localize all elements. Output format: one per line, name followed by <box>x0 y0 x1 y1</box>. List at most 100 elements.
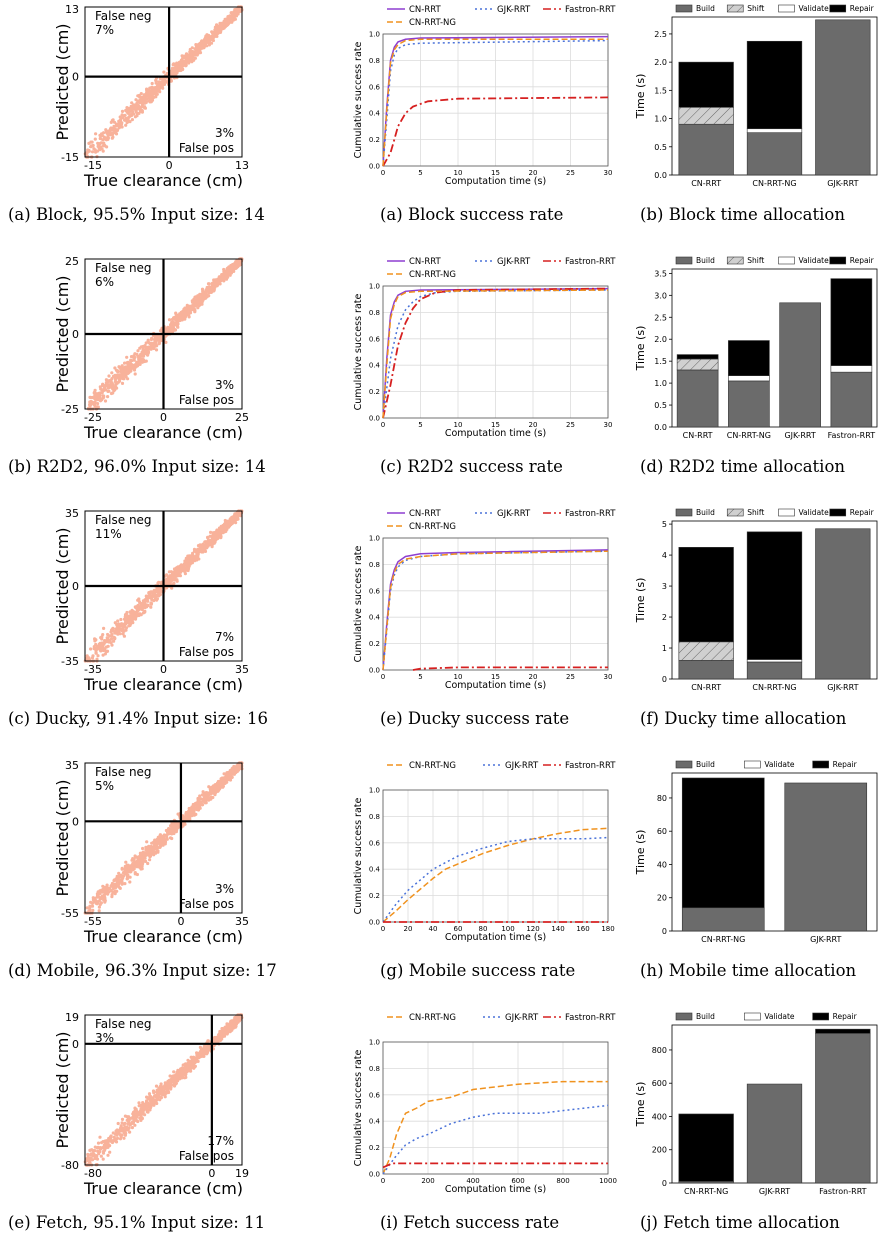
success-panel-5: 0 200 400 600 800 10000.00.20.40.60.81.0CN-RR… <box>353 1013 617 1232</box>
scatter-point <box>119 617 123 622</box>
caption-text: Block success rate <box>408 205 563 224</box>
scatter-point <box>96 1145 100 1149</box>
scatter-point <box>112 1135 116 1139</box>
scatter-point <box>216 280 220 284</box>
legend-label: Build <box>696 4 715 13</box>
scatter-point <box>125 863 129 867</box>
scatter-point <box>146 339 150 344</box>
legend-label: Validate <box>764 760 795 769</box>
scatter-point <box>198 794 202 798</box>
x-axis-label: Computation time (s) <box>445 932 546 943</box>
y-tick-label: 1.0 <box>369 535 380 543</box>
scatter-point <box>203 540 207 544</box>
scatter-point <box>191 305 195 309</box>
scatter-point <box>101 384 105 388</box>
scatter-point <box>140 1109 144 1113</box>
y-tick-label: 0.0 <box>369 415 380 423</box>
scatter-point <box>223 1025 227 1029</box>
legend-label: GJK-RRT <box>505 761 539 771</box>
scatter-point <box>172 66 176 70</box>
scatter-point <box>120 121 124 125</box>
false-neg-pct: 3% <box>95 1031 114 1045</box>
scatter-point <box>107 374 111 378</box>
x-tick-label: 0 <box>381 421 385 429</box>
legend: Build Shift Validate Repair <box>675 4 875 13</box>
x-tick-label: CN-RRT <box>683 431 713 440</box>
scatter-point <box>219 1032 223 1036</box>
scatter-point <box>194 45 198 49</box>
y-tick-label: 0.8 <box>369 813 380 821</box>
scatter-point <box>167 318 172 322</box>
scatter-point <box>218 277 222 281</box>
scatter-point <box>228 522 232 526</box>
y-tick-label: 1 <box>662 644 667 653</box>
scatter-point <box>123 118 127 122</box>
y-tick-label: 0.0 <box>369 163 380 171</box>
scatter-point <box>154 78 158 82</box>
caption: (d) R2D2 time allocation <box>640 457 845 476</box>
scatter-point <box>177 822 181 827</box>
scatter-point <box>93 637 97 641</box>
x-tick-label: 30 <box>604 169 613 177</box>
scatter-point <box>110 371 114 375</box>
scatter-point <box>189 56 193 60</box>
scatter-point <box>202 793 206 797</box>
y-tick-label: 0 <box>662 675 667 684</box>
scatter-point <box>177 1072 181 1076</box>
y-tick-label: -55 <box>61 907 79 920</box>
scatter-point <box>226 275 230 279</box>
legend-label: Repair <box>850 256 875 265</box>
scatter-point <box>132 354 136 358</box>
scatter-point <box>85 1159 89 1163</box>
scatter-point <box>233 1016 237 1020</box>
scatter-point <box>136 103 140 107</box>
false-pos-label: False pos <box>179 645 234 659</box>
scatter-point <box>109 1134 113 1138</box>
scatter-point <box>94 150 98 154</box>
bar-segment-validate <box>830 365 873 373</box>
x-tick-label: 80 <box>479 925 488 933</box>
y-tick-label: 0.2 <box>369 136 380 144</box>
x-tick-label: 5 <box>418 421 422 429</box>
x-tick-label: 0 <box>160 663 167 676</box>
scatter-point <box>127 106 131 111</box>
x-tick-label: 25 <box>566 673 575 681</box>
scatter-point <box>193 1064 197 1068</box>
scatter-point <box>171 1079 175 1084</box>
scatter-point <box>130 101 134 105</box>
x-tick-label: 1000 <box>599 1177 617 1185</box>
bar-segment-build <box>830 371 873 428</box>
scatter-point <box>168 1074 172 1078</box>
scatter-point <box>139 92 143 96</box>
y-tick-label: 19 <box>65 1011 79 1024</box>
series-line-cn-rrt-ng <box>382 289 609 419</box>
x-tick-label: GJK-RRT <box>784 431 815 440</box>
scatter-point <box>156 338 160 342</box>
scatter-point <box>107 1138 111 1142</box>
scatter-point <box>108 1150 112 1154</box>
scatter-point <box>186 55 190 59</box>
bar-segment-shift <box>678 641 734 661</box>
scatter-point <box>174 822 178 826</box>
x-tick-label: 40 <box>429 925 438 933</box>
scatter-point <box>111 383 115 388</box>
series-line-cn-rrt-ng <box>382 38 608 167</box>
x-tick-label: 25 <box>566 169 575 177</box>
scatter-point <box>204 289 208 293</box>
scatter-point <box>138 109 143 113</box>
x-tick-label: 20 <box>529 673 538 681</box>
caption-letter: (d) <box>640 457 669 476</box>
x-tick-label: 15 <box>491 169 500 177</box>
scatter-point <box>93 1149 97 1153</box>
scatter-point <box>89 900 93 904</box>
scatter-point <box>157 587 161 591</box>
scatter-point <box>162 1086 166 1090</box>
scatter-point <box>191 551 195 555</box>
bar-segment-build <box>815 528 871 680</box>
bar-segment-repair <box>678 61 734 108</box>
legend-label: Repair <box>850 508 875 517</box>
y-tick-label: 2.5 <box>654 313 667 322</box>
y-tick-label: 0.0 <box>369 919 380 927</box>
scatter-point <box>140 864 144 868</box>
y-axis-label: Time (s) <box>634 326 647 372</box>
